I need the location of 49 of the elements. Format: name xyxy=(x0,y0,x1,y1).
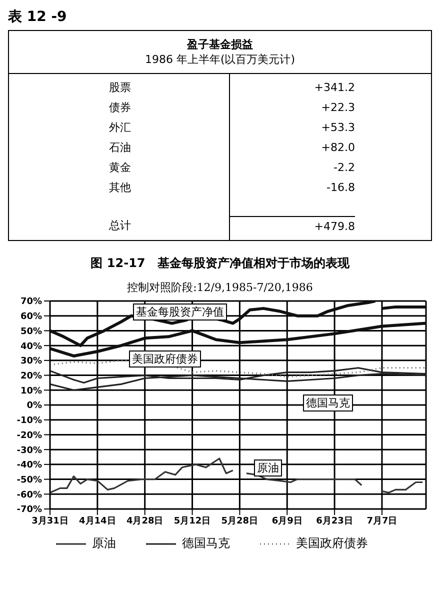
y-tick-label: 40% xyxy=(20,342,42,352)
y-tick-label: 60% xyxy=(20,312,42,322)
data-label: +82.0 xyxy=(320,140,355,156)
chart-title: 图 12-17 基金每股资产净值相对于市场的表现 xyxy=(90,255,350,272)
x-tick-label: 6月9日 xyxy=(272,515,302,526)
y-tick-label: 10% xyxy=(20,386,42,396)
category-label: 外汇 xyxy=(109,120,132,136)
x-tick-label: 3月31日 xyxy=(32,515,68,526)
data-label: -16.8 xyxy=(326,180,355,196)
category-label: 黄金 xyxy=(109,160,132,176)
y-tick-label: -40% xyxy=(16,460,42,471)
text: 表 12 -9 xyxy=(8,8,68,27)
x-tick-label: 5月12日 xyxy=(174,515,211,526)
x-tick-label: 4月14日 xyxy=(79,515,116,526)
annotation: 德国马克 xyxy=(303,394,353,412)
y-tick-label: -10% xyxy=(16,416,42,426)
text: 1986 年上半年(以百万美元计) xyxy=(144,52,296,67)
data-label: +53.3 xyxy=(320,120,355,136)
x-tick-label: 5月28日 xyxy=(221,515,258,526)
y-tick-label: -50% xyxy=(16,475,42,486)
y-tick-label: -20% xyxy=(16,430,42,441)
annotation: 原油 xyxy=(254,460,282,476)
category-label: 债券 xyxy=(109,100,132,116)
x-tick-label: 7月7日 xyxy=(366,515,398,526)
chart-subtitle: 控制对照阶段:12/9,1985-7/20,1986 xyxy=(126,280,314,295)
category-label: 其他 xyxy=(109,180,132,196)
legend-label: 美国政府债券 xyxy=(296,535,368,552)
category-label: 石油 xyxy=(109,140,132,156)
y-tick-label: 50% xyxy=(20,326,42,337)
annotation: 基金每股资产净值 xyxy=(133,304,227,320)
y-tick-label: 30% xyxy=(20,356,42,367)
category-label: 总计 xyxy=(109,218,132,234)
x-tick-label: 4月28日 xyxy=(126,515,164,526)
y-tick-label: -30% xyxy=(16,446,42,456)
y-tick-label: -70% xyxy=(16,505,42,516)
data-label: +341.2 xyxy=(313,80,355,96)
y-tick-label: 70% xyxy=(20,297,42,308)
y-tick-label: -60% xyxy=(16,490,42,500)
y-tick-label: 0% xyxy=(26,401,42,412)
annotation: 美国政府债券 xyxy=(129,350,201,368)
y-tick-label: 20% xyxy=(20,371,42,382)
legend-label: 德国马克 xyxy=(182,535,230,552)
data-label: -2.2 xyxy=(332,160,355,176)
category-label: 股票 xyxy=(109,80,132,96)
data-label: +22.3 xyxy=(320,100,355,116)
legend-label: 原油 xyxy=(92,535,116,552)
text: 盈子基金损益 xyxy=(186,37,254,52)
x-tick-label: 6月23日 xyxy=(316,515,353,526)
data-label: +479.8 xyxy=(230,216,355,236)
